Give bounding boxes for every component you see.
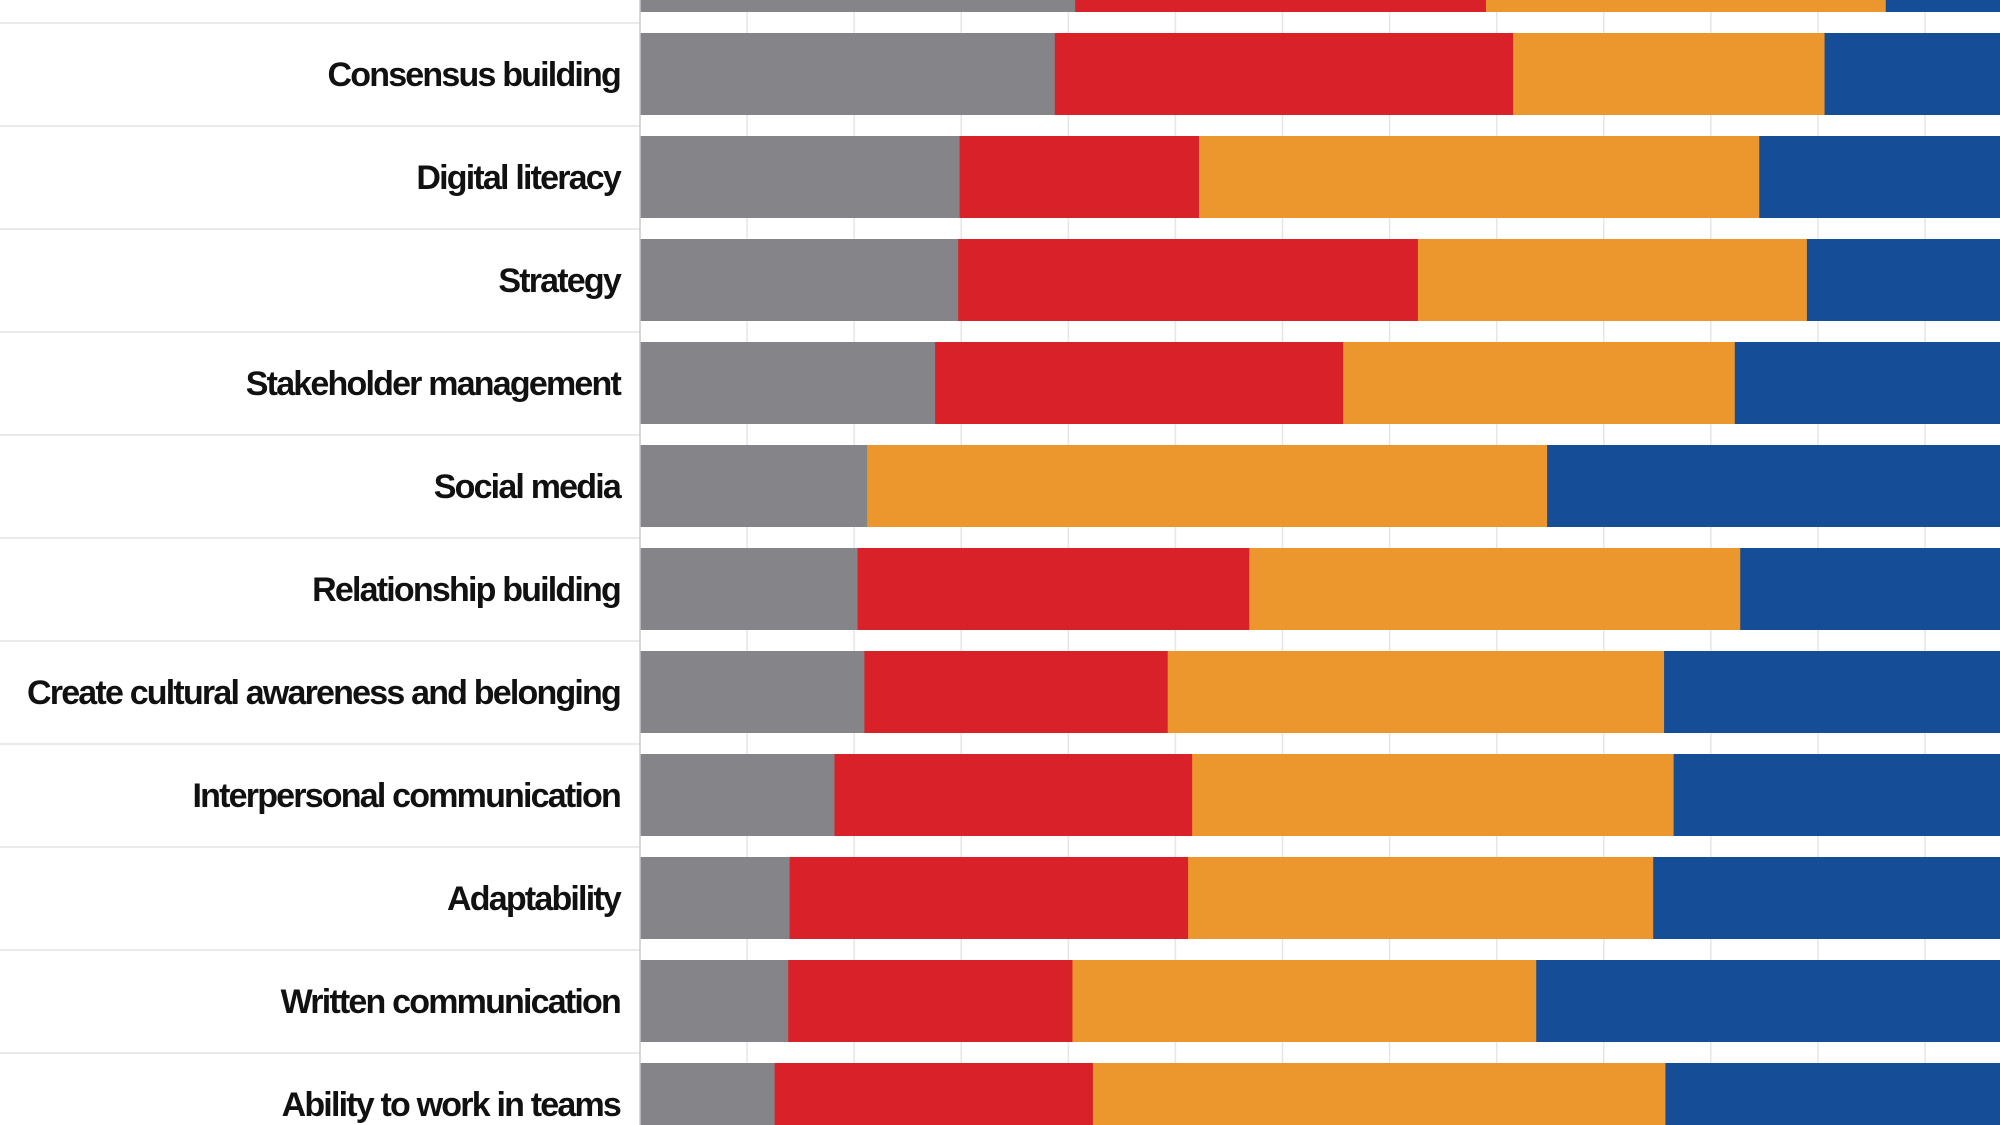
bar-segment-3 xyxy=(1513,33,1826,115)
category-label: Adaptability xyxy=(447,880,622,918)
bar-segment-3 xyxy=(1072,960,1537,1042)
bar-segment-3 xyxy=(1188,857,1654,939)
bar-segment-2 xyxy=(857,548,1250,630)
bar-segment-2 xyxy=(774,1063,1094,1125)
bars xyxy=(640,0,2000,1125)
category-label: Strategy xyxy=(498,262,622,300)
bar-segment-1 xyxy=(640,1063,776,1125)
bar-segment-3 xyxy=(1192,754,1675,836)
bar-segment-4 xyxy=(1824,33,2000,115)
category-label: Social media xyxy=(434,468,623,506)
bar-segment-1 xyxy=(640,136,961,218)
bar-segment-1 xyxy=(640,33,1056,115)
bar-segment-4 xyxy=(1734,342,2000,424)
bar-segment-2 xyxy=(834,754,1193,836)
bar-segment-3 xyxy=(1417,239,1808,321)
bar-segment-1 xyxy=(640,960,789,1042)
bar-segment-1 xyxy=(640,445,868,527)
bar-segment-3 xyxy=(867,445,1548,527)
bar-segment-3 xyxy=(1485,0,1887,12)
bar-segment-4 xyxy=(1740,548,2000,630)
category-label: Interpersonal communication xyxy=(193,777,621,815)
bar-segment-1 xyxy=(640,754,835,836)
bar-segment-2 xyxy=(788,960,1073,1042)
bar-segment-4 xyxy=(1806,239,2000,321)
bar-segment-1 xyxy=(640,0,1076,12)
category-label: Relationship building xyxy=(312,571,620,609)
category-label: Digital literacy xyxy=(416,159,622,197)
category-label: Create cultural awareness and belonging xyxy=(27,674,620,712)
bar-segment-2 xyxy=(1054,33,1514,115)
bar-segment-4 xyxy=(1665,1063,2000,1125)
bar-segment-2 xyxy=(959,136,1200,218)
bar-segment-1 xyxy=(640,651,865,733)
bar-segment-3 xyxy=(1092,1063,1666,1125)
category-label: Consensus building xyxy=(328,56,621,94)
bar-segment-4 xyxy=(1653,857,2000,939)
bar-segment-4 xyxy=(1536,960,2000,1042)
bar-segment-3 xyxy=(1343,342,1736,424)
category-label: Stakeholder management xyxy=(246,365,622,403)
bar-segment-2 xyxy=(958,239,1419,321)
bar-segment-3 xyxy=(1198,136,1760,218)
category-label: Ability to work in teams xyxy=(282,1086,621,1124)
category-label: Written communication xyxy=(281,983,620,1021)
bar-segment-3 xyxy=(1249,548,1741,630)
bar-segment-3 xyxy=(1167,651,1665,733)
bar-segment-1 xyxy=(640,548,859,630)
bar-segment-1 xyxy=(640,342,936,424)
bar-segment-1 xyxy=(640,857,791,939)
bar-segment-4 xyxy=(1673,754,2000,836)
bar-segment-2 xyxy=(935,342,1344,424)
bar-segment-2 xyxy=(1075,0,1487,12)
category-labels: Change managementConsensus buildingDigit… xyxy=(27,56,625,1124)
bar-segment-2 xyxy=(789,857,1189,939)
bar-segment-2 xyxy=(864,651,1169,733)
bar-segment-4 xyxy=(1547,445,2000,527)
bar-segment-4 xyxy=(1885,0,2000,12)
bar-segment-4 xyxy=(1664,651,2000,733)
row-separators xyxy=(0,22,640,1054)
bar-segment-1 xyxy=(640,239,959,321)
bar-segment-4 xyxy=(1759,136,2000,218)
